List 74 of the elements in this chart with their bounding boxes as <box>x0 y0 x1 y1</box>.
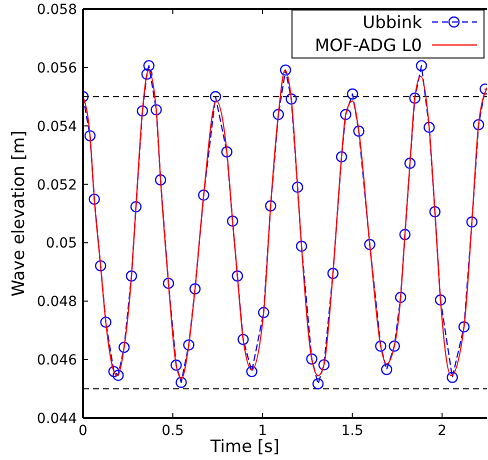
point <box>472 119 484 130</box>
point <box>346 88 358 100</box>
point <box>84 130 96 142</box>
point <box>446 372 458 383</box>
point <box>126 270 138 282</box>
point <box>272 108 284 120</box>
y-tick-label: 0.048 <box>36 294 77 310</box>
y-tick-label: 0.056 <box>36 60 78 76</box>
point <box>221 146 232 158</box>
legend-label: MOF-ADG L0 <box>314 36 422 56</box>
point <box>143 60 154 72</box>
point <box>458 321 470 332</box>
point <box>226 215 238 227</box>
y-tick-label: 0.052 <box>36 177 77 194</box>
point <box>286 93 297 105</box>
point <box>108 366 120 378</box>
point <box>388 340 400 352</box>
y-tick-label: 0.046 <box>36 352 78 369</box>
x-tick-label: 0 <box>78 423 88 439</box>
point <box>312 378 324 390</box>
point <box>280 64 292 76</box>
point <box>318 359 330 370</box>
x-tick-label: 1 <box>258 423 268 439</box>
point <box>210 91 222 102</box>
point <box>154 174 166 186</box>
point <box>162 278 174 289</box>
point <box>416 60 428 72</box>
y-tick-label: 0.054 <box>36 118 78 135</box>
x-axis-title: Time [s] <box>209 437 280 457</box>
point <box>176 376 187 388</box>
point <box>183 339 194 351</box>
point <box>94 260 106 272</box>
point <box>112 370 124 381</box>
point <box>189 283 201 294</box>
point <box>150 104 162 116</box>
y-tick-label: 0.044 <box>36 411 78 427</box>
point <box>296 240 308 252</box>
point <box>340 108 352 120</box>
point <box>198 189 210 201</box>
point <box>306 353 318 365</box>
point <box>429 206 441 218</box>
point <box>424 122 435 133</box>
point <box>238 334 249 346</box>
point <box>130 201 142 212</box>
point <box>141 68 153 80</box>
point <box>466 216 478 228</box>
point <box>375 340 386 352</box>
point <box>118 342 130 353</box>
point <box>232 270 244 282</box>
point <box>381 364 392 376</box>
x-tick-label: 0.5 <box>162 423 184 439</box>
point <box>404 158 416 169</box>
point <box>246 366 258 378</box>
point <box>88 194 100 205</box>
y-tick-label: 0.05 <box>46 236 77 252</box>
point <box>265 200 276 212</box>
point <box>136 105 148 117</box>
point <box>364 238 376 250</box>
y-tick-label: 0.058 <box>36 2 77 18</box>
point <box>353 126 364 137</box>
point <box>292 182 304 193</box>
point <box>170 360 182 371</box>
x-tick-label: 2 <box>438 423 447 439</box>
x-tick-label: 1.5 <box>341 423 364 439</box>
point <box>399 228 411 240</box>
legend-label: Ubbink <box>362 13 422 33</box>
point <box>395 292 406 303</box>
point <box>258 306 270 318</box>
point <box>327 268 339 279</box>
point <box>336 151 348 162</box>
point <box>100 316 112 328</box>
y-axis-title: Wave elevation [m] <box>9 130 29 296</box>
point <box>434 294 446 306</box>
point <box>409 92 420 104</box>
